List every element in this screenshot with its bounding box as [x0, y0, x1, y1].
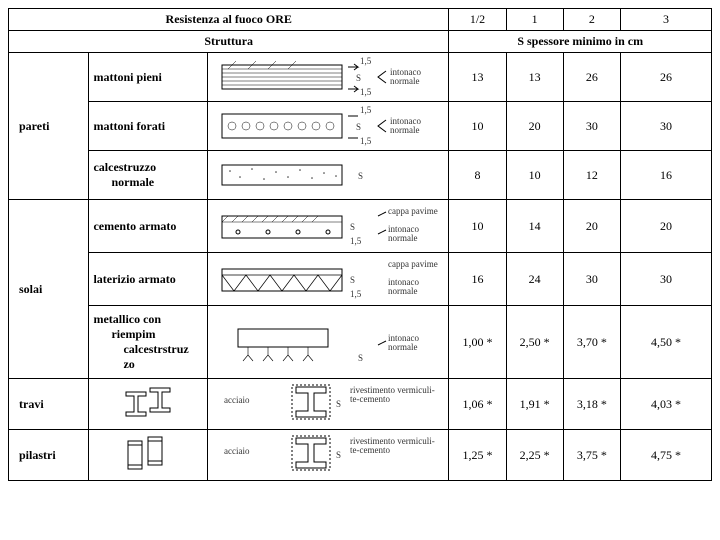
val-pi-3: 4,75 * — [620, 430, 711, 481]
desc-metallico: metallico con riempim calcestrstruz zo — [89, 306, 208, 379]
val-tr-3: 4,03 * — [620, 379, 711, 430]
val-mf-1: 20 — [506, 102, 563, 151]
svg-text:normale: normale — [390, 76, 420, 86]
svg-text:S: S — [358, 171, 363, 181]
diagram-mattoni-forati: 1,5 S 1,5 intonaco normale — [208, 102, 449, 151]
desc-laterizio: laterizio armato — [89, 253, 208, 306]
val-ca-1: 14 — [506, 200, 563, 253]
svg-text:normale: normale — [388, 233, 418, 243]
header-title: Resistenza al fuoco ORE — [9, 9, 449, 31]
val-tr-0: 1,06 * — [449, 379, 506, 430]
diagram-travi: acciaio S rivestimento vermiculi- te-cem… — [208, 379, 449, 430]
desc-met-4: zo — [93, 357, 203, 372]
val-cn-2: 12 — [563, 151, 620, 200]
desc-met-3: calcestrstruz — [93, 342, 203, 357]
svg-text:1,5: 1,5 — [360, 105, 372, 115]
desc-mattoni-forati: mattoni forati — [89, 102, 208, 151]
col-half: 1/2 — [449, 9, 506, 31]
val-met-3: 4,50 * — [620, 306, 711, 379]
val-mp-0: 13 — [449, 53, 506, 102]
diagram-calc-norm: S — [208, 151, 449, 200]
val-la-2: 30 — [563, 253, 620, 306]
desc-mattoni-pieni: mattoni pieni — [89, 53, 208, 102]
val-tr-2: 3,18 * — [563, 379, 620, 430]
diagram-pilastri: acciaio S rivestimento vermiculi- te-cem… — [208, 430, 449, 481]
col-3: 3 — [620, 9, 711, 31]
col-1: 1 — [506, 9, 563, 31]
val-la-0: 16 — [449, 253, 506, 306]
val-mp-2: 26 — [563, 53, 620, 102]
svg-text:1,5: 1,5 — [350, 236, 362, 246]
svg-text:normale: normale — [388, 342, 418, 352]
val-mp-3: 26 — [620, 53, 711, 102]
val-pi-2: 3,75 * — [563, 430, 620, 481]
val-ca-0: 10 — [449, 200, 506, 253]
val-met-2: 3,70 * — [563, 306, 620, 379]
val-mf-0: 10 — [449, 102, 506, 151]
val-la-3: 30 — [620, 253, 711, 306]
category-travi: travi — [9, 379, 89, 430]
val-mp-1: 13 — [506, 53, 563, 102]
desc-cn-1: calcestruzzo — [93, 160, 156, 174]
svg-text:cappa pavimento: cappa pavimento — [388, 206, 438, 216]
val-pi-0: 1,25 * — [449, 430, 506, 481]
val-la-1: 24 — [506, 253, 563, 306]
category-pareti: pareti — [9, 53, 89, 200]
svg-text:S: S — [336, 399, 341, 409]
svg-text:1,5: 1,5 — [360, 56, 372, 66]
svg-text:acciaio: acciaio — [224, 446, 250, 456]
val-cn-3: 16 — [620, 151, 711, 200]
svg-text:S: S — [356, 122, 361, 132]
col-2: 2 — [563, 9, 620, 31]
val-cn-1: 10 — [506, 151, 563, 200]
svg-text:cappa pavimento: cappa pavimento — [388, 259, 438, 269]
svg-text:S: S — [358, 353, 363, 363]
val-tr-1: 1,91 * — [506, 379, 563, 430]
diagram-cemento-armato: S 1,5 cappa pavimento intonaco normale — [208, 200, 449, 253]
val-mf-3: 30 — [620, 102, 711, 151]
svg-text:1,5: 1,5 — [360, 136, 372, 146]
header-subtitle: Struttura — [9, 31, 449, 53]
svg-text:S: S — [350, 275, 355, 285]
desc-met-1: metallico con — [93, 312, 161, 326]
category-pilastri: pilastri — [9, 430, 89, 481]
svg-text:te-cemento: te-cemento — [350, 445, 390, 455]
val-met-0: 1,00 * — [449, 306, 506, 379]
icon-travi — [89, 379, 208, 430]
svg-text:acciaio: acciaio — [224, 395, 250, 405]
desc-met-2: riempim — [93, 327, 203, 342]
val-ca-2: 20 — [563, 200, 620, 253]
svg-text:1,5: 1,5 — [350, 289, 362, 299]
val-cn-0: 8 — [449, 151, 506, 200]
desc-cn-2: normale — [93, 175, 203, 190]
header-subtitle-right: S spessore minimo in cm — [449, 31, 712, 53]
svg-text:normale: normale — [390, 125, 420, 135]
diagram-metallico: S intonaco normale — [208, 306, 449, 379]
desc-cemento-armato: cemento armato — [89, 200, 208, 253]
svg-text:normale: normale — [388, 286, 418, 296]
val-mf-2: 30 — [563, 102, 620, 151]
val-met-1: 2,50 * — [506, 306, 563, 379]
svg-text:te-cemento: te-cemento — [350, 394, 390, 404]
svg-text:S: S — [356, 73, 361, 83]
svg-text:1,5: 1,5 — [360, 87, 372, 97]
val-pi-1: 2,25 * — [506, 430, 563, 481]
diagram-laterizio: S 1,5 cappa pavimento intonaco normale — [208, 253, 449, 306]
desc-calc-norm: calcestruzzo normale — [89, 151, 208, 200]
val-ca-3: 20 — [620, 200, 711, 253]
diagram-mattoni-pieni: 1,5 S 1,5 intonaco normale — [208, 53, 449, 102]
svg-text:S: S — [350, 222, 355, 232]
icon-pilastri — [89, 430, 208, 481]
svg-text:S: S — [336, 450, 341, 460]
category-solai: solai — [9, 200, 89, 379]
